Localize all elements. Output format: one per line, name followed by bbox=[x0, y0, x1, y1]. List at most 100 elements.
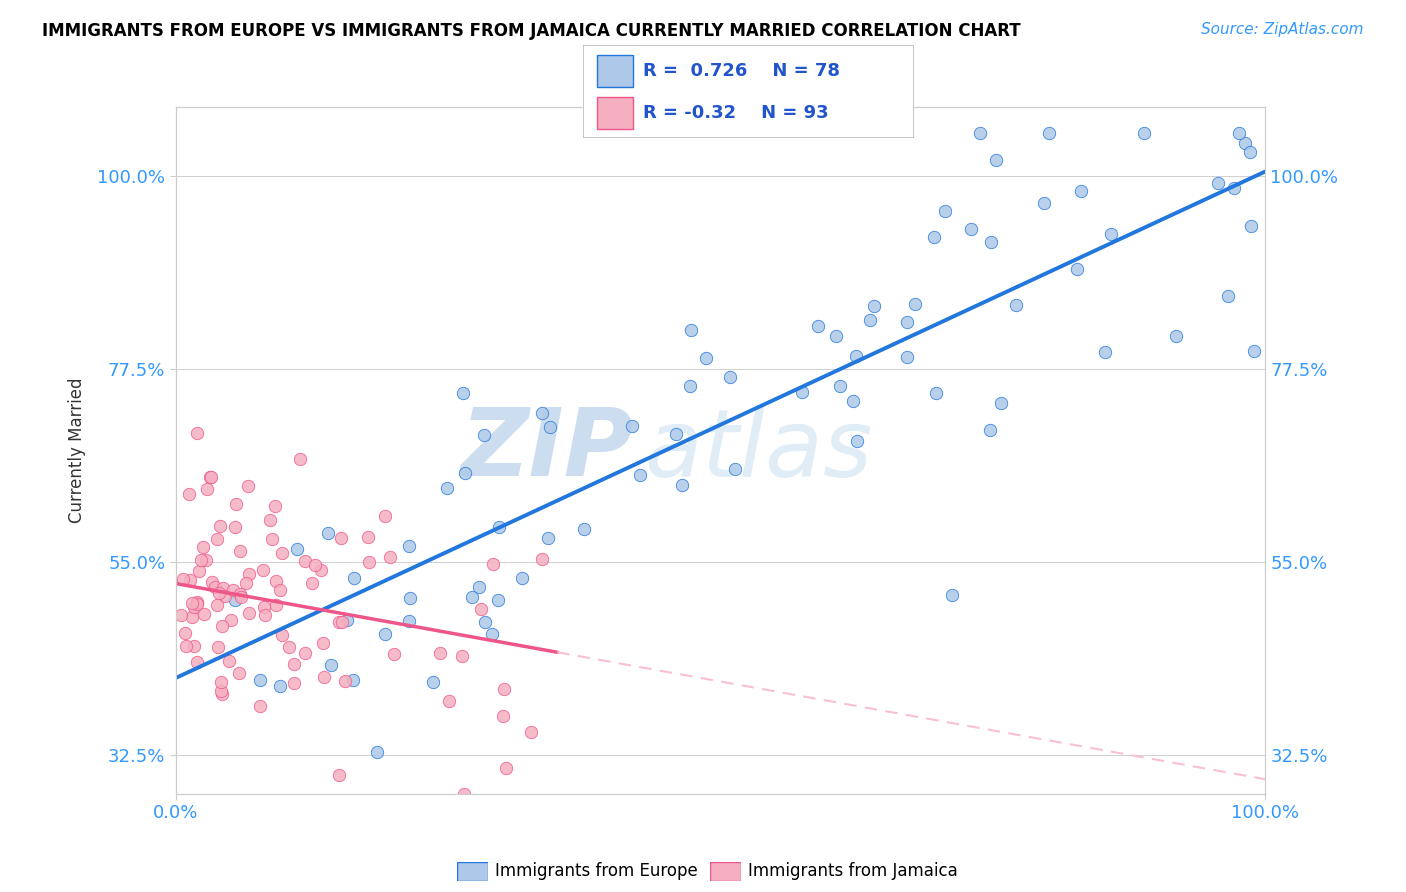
Point bbox=[830, 379, 852, 393]
Point bbox=[316, 525, 339, 540]
Point bbox=[205, 598, 228, 612]
Point bbox=[201, 575, 224, 590]
Point bbox=[374, 508, 396, 523]
Point bbox=[1094, 345, 1116, 359]
Point bbox=[264, 574, 287, 589]
Point bbox=[208, 586, 231, 600]
Point bbox=[212, 581, 235, 595]
Point bbox=[190, 552, 212, 566]
Point bbox=[486, 592, 509, 607]
Point bbox=[294, 554, 316, 568]
Point bbox=[1099, 227, 1122, 241]
Point bbox=[195, 553, 218, 567]
Point bbox=[222, 583, 245, 598]
Point bbox=[183, 639, 205, 653]
Point bbox=[510, 571, 533, 585]
Point bbox=[664, 427, 686, 442]
Point bbox=[197, 482, 219, 496]
Point bbox=[934, 203, 956, 218]
Point bbox=[495, 760, 517, 774]
Point bbox=[481, 627, 503, 641]
Point bbox=[207, 640, 229, 654]
Point bbox=[304, 558, 326, 573]
Point bbox=[671, 478, 693, 492]
Point bbox=[531, 552, 554, 566]
Point bbox=[986, 153, 1008, 168]
Point bbox=[288, 451, 311, 466]
Point bbox=[204, 580, 226, 594]
FancyBboxPatch shape bbox=[596, 97, 633, 129]
Point bbox=[468, 581, 491, 595]
Point bbox=[238, 478, 260, 492]
Point bbox=[328, 768, 350, 782]
Point bbox=[259, 513, 281, 527]
Point bbox=[283, 657, 305, 672]
Point bbox=[453, 787, 475, 801]
Point bbox=[1234, 136, 1257, 150]
Point bbox=[1133, 126, 1156, 140]
Point bbox=[200, 469, 222, 483]
Point bbox=[193, 607, 215, 622]
Point bbox=[474, 427, 496, 442]
Point bbox=[628, 468, 651, 483]
Point bbox=[536, 531, 558, 545]
Point bbox=[519, 725, 541, 739]
Point bbox=[718, 370, 741, 384]
Text: R = -0.32    N = 93: R = -0.32 N = 93 bbox=[643, 104, 828, 122]
Point bbox=[205, 532, 228, 546]
Point bbox=[253, 607, 276, 622]
Point bbox=[312, 670, 335, 684]
Point bbox=[451, 648, 474, 663]
Point bbox=[301, 576, 323, 591]
Point bbox=[336, 613, 359, 627]
Point bbox=[238, 606, 260, 620]
Point bbox=[439, 693, 461, 707]
Point bbox=[1240, 219, 1263, 234]
Point bbox=[186, 597, 208, 611]
Point bbox=[343, 571, 366, 585]
Point bbox=[188, 564, 211, 578]
Point bbox=[398, 539, 420, 553]
Point bbox=[311, 636, 333, 650]
Point bbox=[181, 596, 204, 610]
Point bbox=[294, 646, 316, 660]
Point bbox=[990, 395, 1012, 409]
Point bbox=[264, 598, 287, 612]
Point bbox=[235, 575, 257, 590]
Point bbox=[252, 564, 274, 578]
Point bbox=[249, 673, 271, 688]
Point bbox=[980, 235, 1002, 250]
Point bbox=[1223, 180, 1246, 194]
Point bbox=[1066, 261, 1088, 276]
Point bbox=[422, 674, 444, 689]
Point bbox=[1208, 176, 1230, 190]
Point bbox=[845, 349, 868, 363]
Point bbox=[211, 687, 233, 701]
Point bbox=[357, 555, 380, 569]
Point bbox=[263, 499, 285, 513]
Point bbox=[271, 628, 294, 642]
Point bbox=[285, 541, 308, 556]
Point bbox=[179, 573, 201, 587]
Point bbox=[399, 591, 422, 605]
Point bbox=[278, 640, 301, 654]
Point bbox=[228, 665, 250, 680]
Point bbox=[374, 627, 396, 641]
Point bbox=[380, 549, 402, 564]
Point bbox=[436, 481, 458, 495]
Point bbox=[382, 648, 405, 662]
Point bbox=[172, 572, 194, 586]
Point bbox=[1038, 126, 1060, 140]
Point bbox=[398, 614, 420, 628]
Point bbox=[208, 518, 231, 533]
Point bbox=[209, 675, 232, 690]
Point bbox=[229, 544, 252, 558]
FancyBboxPatch shape bbox=[596, 55, 633, 87]
Point bbox=[174, 639, 197, 653]
FancyBboxPatch shape bbox=[583, 45, 914, 138]
Point bbox=[679, 323, 702, 337]
Point bbox=[470, 602, 492, 616]
Point bbox=[179, 487, 201, 501]
Point bbox=[620, 419, 643, 434]
Point bbox=[366, 745, 388, 759]
